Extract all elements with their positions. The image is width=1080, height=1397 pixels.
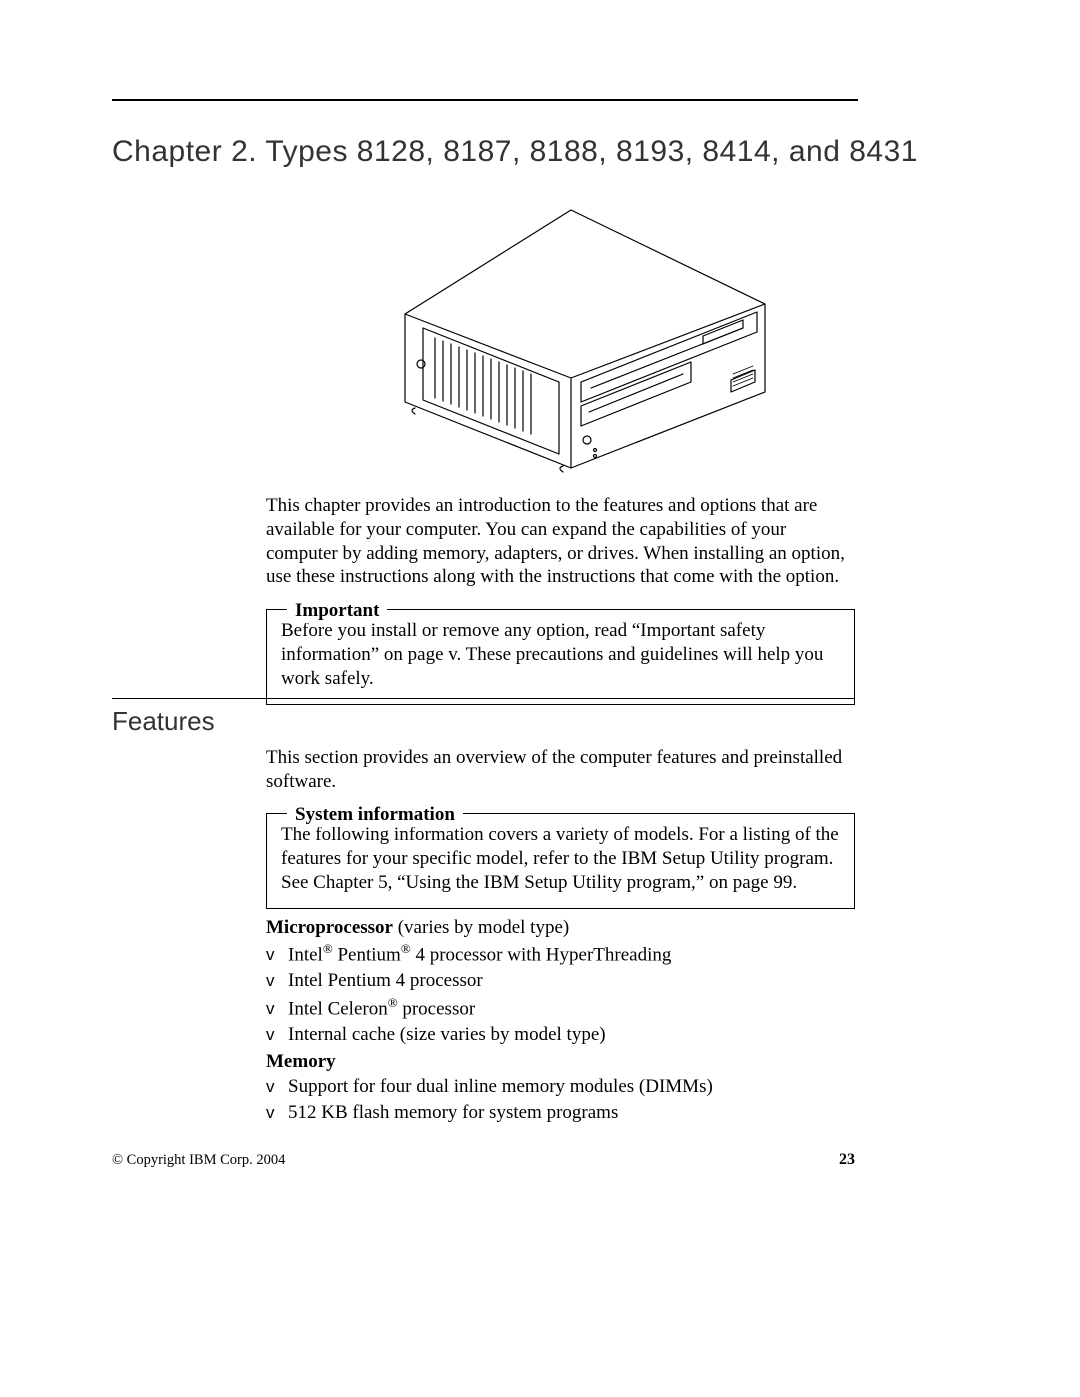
list-item-text: 512 KB flash memory for system programs — [288, 1101, 618, 1125]
chapter-title: Chapter 2. Types 8128, 8187, 8188, 8193,… — [112, 135, 918, 169]
features-intro: This section provides an overview of the… — [266, 746, 855, 794]
list-item-text: Internal cache (size varies by model typ… — [288, 1023, 606, 1047]
footer-page-number: 23 — [839, 1151, 855, 1169]
bullet-glyph: v — [266, 970, 278, 991]
microprocessor-qualifier: (varies by model type) — [398, 917, 569, 938]
document-page: Chapter 2. Types 8128, 8187, 8188, 8193,… — [0, 0, 1080, 1397]
chapter-types-label: Types — [265, 135, 348, 168]
top-rule — [112, 99, 858, 101]
footer-copyright: © Copyright IBM Corp. 2004 — [112, 1152, 285, 1169]
list-item-text: Intel Pentium 4 processor — [288, 969, 483, 993]
sysinfo-body: The following information covers a varie… — [281, 823, 840, 894]
computer-illustration — [371, 204, 771, 474]
microprocessor-label: Microprocessor — [266, 917, 393, 938]
features-heading: Features — [112, 706, 215, 737]
important-callout: Important Before you install or remove a… — [266, 609, 855, 705]
bullet-glyph: v — [266, 1076, 278, 1097]
sysinfo-legend: System information — [287, 803, 463, 827]
bullet-glyph: v — [266, 944, 278, 965]
list-item-text: Intel Celeron® processor — [288, 995, 475, 1021]
list-item: v Intel® Pentium® 4 processor with HyperT… — [266, 941, 855, 967]
chapter-types: 8128, 8187, 8188, 8193, 8414, and 8431 — [357, 135, 918, 168]
intro-paragraph: This chapter provides an introduction to… — [266, 494, 855, 589]
bullet-glyph: v — [266, 1102, 278, 1123]
list-item: v Intel Pentium 4 processor — [266, 969, 855, 993]
section-rule — [112, 698, 855, 699]
chapter-number: 2. — [231, 135, 257, 168]
list-item: v Support for four dual inline memory mod… — [266, 1075, 855, 1099]
microprocessor-list: v Intel® Pentium® 4 processor with HyperT… — [266, 941, 855, 1049]
list-item: v Intel Celeron® processor — [266, 995, 855, 1021]
list-item-text: Intel® Pentium® 4 processor with HyperTh… — [288, 941, 671, 967]
memory-list: v Support for four dual inline memory mod… — [266, 1075, 855, 1127]
important-body: Before you install or remove any option,… — [281, 619, 840, 690]
chapter-prefix: Chapter — [112, 135, 222, 168]
bullet-glyph: v — [266, 998, 278, 1019]
bullet-glyph: v — [266, 1024, 278, 1045]
important-legend: Important — [287, 599, 387, 623]
list-item-text: Support for four dual inline memory modu… — [288, 1075, 713, 1099]
microprocessor-heading: Microprocessor (varies by model type) — [266, 917, 569, 939]
list-item: v Internal cache (size varies by model ty… — [266, 1023, 855, 1047]
sysinfo-callout: System information The following informa… — [266, 813, 855, 909]
memory-heading: Memory — [266, 1051, 336, 1073]
list-item: v 512 KB flash memory for system programs — [266, 1101, 855, 1125]
